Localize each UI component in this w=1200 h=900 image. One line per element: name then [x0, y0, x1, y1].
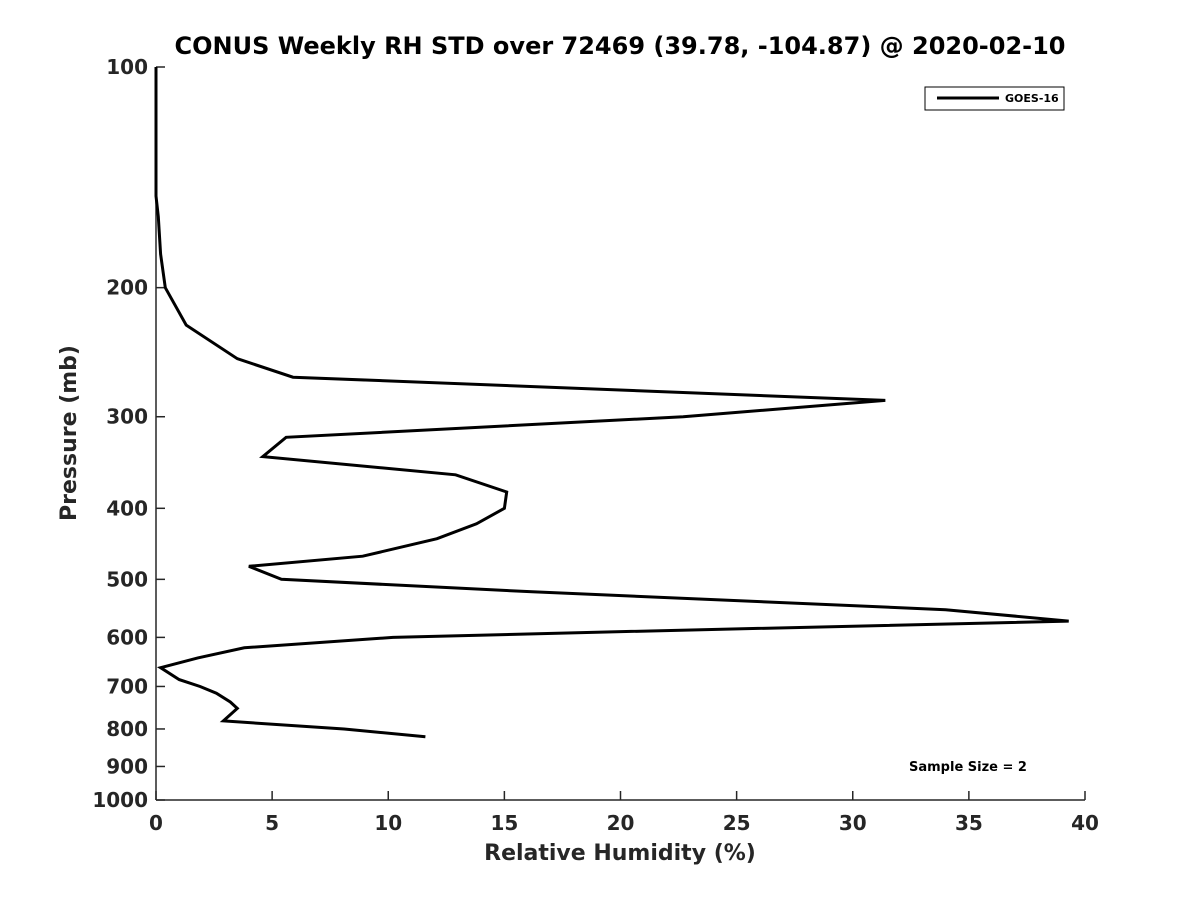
y-tick-label: 900	[106, 754, 148, 778]
y-tick-label: 100	[106, 55, 148, 79]
legend-label-goes-16: GOES-16	[1005, 92, 1059, 105]
y-tick-label: 500	[106, 567, 148, 591]
x-tick-label: 5	[265, 811, 279, 835]
chart-title: CONUS Weekly RH STD over 72469 (39.78, -…	[174, 32, 1065, 60]
x-tick-label: 30	[839, 811, 867, 835]
x-tick-label: 35	[955, 811, 983, 835]
y-tick-label: 200	[106, 276, 148, 300]
y-tick-label: 400	[106, 496, 148, 520]
plot-area	[154, 67, 1069, 739]
y-tick-label: 600	[106, 625, 148, 649]
y-tick-label: 1000	[92, 788, 148, 812]
series-line-0	[154, 67, 1069, 739]
x-tick-label: 40	[1071, 811, 1099, 835]
y-tick-label: 700	[106, 674, 148, 698]
y-tick-label: 800	[106, 717, 148, 741]
legend: GOES-16	[924, 86, 1065, 111]
sample-size-annotation: Sample Size = 2	[909, 760, 1027, 775]
x-tick-label: 10	[374, 811, 402, 835]
axes: 0 5 10 15 20 25 30 35 40 100 200 300 400 500 600 700 800…	[92, 55, 1099, 835]
x-tick-label: 0	[149, 811, 163, 835]
x-tick-label: 15	[490, 811, 518, 835]
x-axis-label: Relative Humidity (%)	[484, 841, 756, 866]
y-axis-label: Pressure (mb)	[57, 345, 82, 521]
x-tick-label: 20	[607, 811, 635, 835]
x-tick-label: 25	[723, 811, 751, 835]
y-tick-label: 300	[106, 405, 148, 429]
